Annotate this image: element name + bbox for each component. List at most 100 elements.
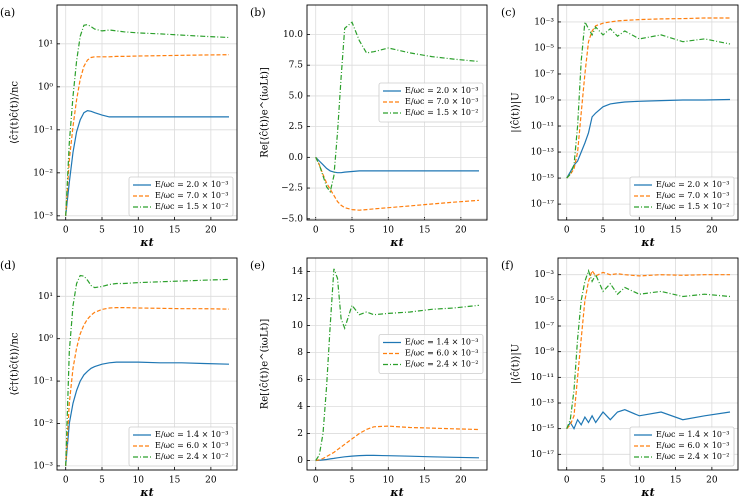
legend-label: E/ωc = 1.5 × 10⁻² [155, 202, 228, 211]
legend-label: E/ωc = 7.0 × 10⁻³ [405, 97, 478, 106]
series-line [65, 361, 230, 466]
y-tick-label: 10⁻³ [33, 461, 53, 471]
x-tick-label: 10 [634, 226, 646, 236]
y-axis-label: |⟨ĉ(t)⟩|U [511, 344, 522, 384]
legend-box [378, 334, 484, 374]
x-tick-label: 20 [205, 226, 217, 236]
series-line [566, 19, 731, 179]
legend-label: E/ωc = 6.0 × 10⁻³ [405, 349, 478, 358]
legend-label: E/ωc = 2.0 × 10⁻³ [405, 86, 478, 95]
x-axis-label: κt [389, 236, 403, 249]
series-line [315, 268, 480, 461]
series-line [315, 425, 480, 462]
y-tick-label: 6 [297, 375, 303, 385]
y-axis-label: ⟨ĉ†(t)ĉ(t)⟩/nc [10, 81, 21, 144]
y-tick-label: 10¹ [38, 292, 53, 302]
panel-label: (d) [0, 259, 16, 272]
legend-label: E/ωc = 1.4 × 10⁻³ [155, 430, 228, 439]
plot-frame [306, 4, 488, 221]
plot-frame [56, 257, 238, 471]
series-line [315, 156, 479, 174]
x-axis-label: κt [139, 486, 153, 499]
panel-label: (c) [501, 6, 516, 19]
legend-box [629, 176, 735, 217]
y-tick-label: 10 [292, 321, 304, 331]
legend-label: E/ωc = 2.4 × 10⁻² [405, 360, 478, 369]
x-tick-label: 20 [205, 476, 217, 486]
y-tick-label: 10⁻⁷ [534, 69, 554, 79]
y-tick-label: 10⁻¹⁷ [531, 450, 555, 460]
legend-box [128, 426, 234, 467]
panel-label: (a) [0, 6, 15, 19]
panel-label: (b) [250, 6, 266, 19]
y-tick-label: 0.0 [289, 153, 304, 163]
x-tick-label: 15 [419, 476, 431, 486]
legend-label: E/ωc = 7.0 × 10⁻³ [656, 191, 729, 200]
legend-label: E/ωc = 1.5 × 10⁻² [405, 108, 478, 117]
y-axis-label: Re[⟨ĉ(t)⟩e^(iωLt)] [260, 319, 271, 410]
y-tick-label: 4 [297, 402, 303, 412]
x-tick-label: 10 [133, 226, 145, 236]
x-tick-label: 10 [383, 226, 395, 236]
series-line [65, 23, 230, 216]
x-tick-label: 5 [349, 476, 355, 486]
y-tick-label: 12 [292, 294, 303, 304]
y-tick-label: 2.5 [289, 122, 304, 132]
y-tick-label: 10¹ [38, 39, 53, 49]
legend-label: E/ωc = 2.4 × 10⁻² [155, 452, 228, 461]
legend-label: E/ωc = 1.5 × 10⁻² [656, 202, 729, 211]
y-tick-label: 10⁻¹⁵ [531, 424, 555, 434]
x-axis-label: κt [640, 486, 654, 499]
y-tick-label: 10⁰ [38, 82, 53, 92]
x-tick-label: 10 [634, 476, 646, 486]
y-tick-label: 10⁻¹ [33, 125, 53, 135]
series-line [566, 409, 731, 431]
y-tick-label: −5.0 [281, 214, 303, 224]
y-tick-label: 10⁻² [33, 419, 53, 429]
legend-label: E/ωc = 2.4 × 10⁻² [656, 452, 729, 461]
y-tick-label: 10⁻¹¹ [531, 373, 554, 383]
plot-frame [56, 4, 238, 221]
y-tick-label: 2 [297, 429, 303, 439]
series-line [65, 109, 229, 216]
x-tick-label: 0 [63, 226, 69, 236]
series-line [65, 307, 230, 466]
series-line [566, 98, 731, 179]
x-tick-label: 5 [349, 226, 355, 236]
y-tick-label: 10⁻³ [33, 211, 53, 221]
y-tick-label: 8 [297, 348, 303, 358]
y-axis-label: Re[⟨ĉ(t)⟩e^(iωLt)] [260, 67, 271, 158]
y-tick-label: 10⁻¹ [33, 377, 53, 387]
y-tick-label: 10⁻⁵ [534, 43, 554, 53]
x-tick-label: 10 [383, 476, 395, 486]
x-tick-label: 15 [169, 476, 181, 486]
x-tick-label: 0 [564, 476, 570, 486]
x-tick-label: 15 [670, 226, 682, 236]
x-axis-label: κt [139, 236, 153, 249]
x-axis-label: κt [389, 486, 403, 499]
x-tick-label: 5 [600, 476, 606, 486]
x-tick-label: 0 [313, 476, 319, 486]
series-line [315, 21, 480, 194]
y-tick-label: 10⁻³ [534, 270, 554, 280]
x-tick-label: 20 [706, 476, 718, 486]
legend-label: E/ωc = 1.4 × 10⁻³ [656, 430, 729, 439]
y-tick-label: 10⁻³ [534, 17, 554, 27]
legend-label: E/ωc = 6.0 × 10⁻³ [656, 441, 729, 450]
y-tick-label: 14 [292, 267, 304, 277]
legend-label: E/ωc = 2.0 × 10⁻³ [155, 180, 228, 189]
y-tick-label: 10⁻⁹ [534, 347, 554, 357]
y-tick-label: 10⁻⁷ [534, 322, 554, 332]
y-tick-label: 10⁻⁹ [534, 96, 554, 106]
plot-frame [306, 257, 488, 471]
x-tick-label: 10 [133, 476, 145, 486]
y-tick-label: 10⁻¹⁷ [531, 200, 555, 210]
plot-frame [557, 4, 739, 221]
legend-box [629, 426, 735, 467]
legend-label: E/ωc = 6.0 × 10⁻³ [155, 441, 228, 450]
x-tick-label: 20 [706, 226, 718, 236]
x-tick-label: 0 [313, 226, 319, 236]
y-tick-label: −2.5 [281, 184, 303, 194]
series-line [566, 17, 730, 179]
